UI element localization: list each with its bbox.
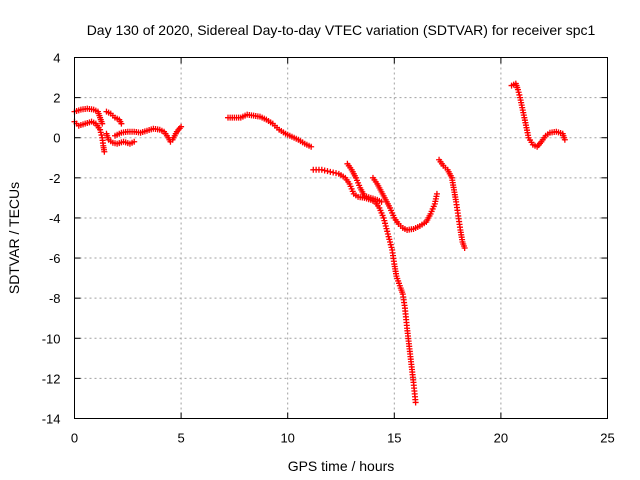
y-tick-label: -10 [42,331,61,346]
data-point [382,220,389,227]
data-point [514,86,521,93]
data-point [386,236,393,243]
data-point [383,225,390,232]
data-point [101,148,108,155]
data-point [387,241,394,248]
data-point [433,190,440,197]
data-point [384,228,391,235]
data-point [385,233,392,240]
data-point [382,222,389,229]
y-tick-label: -8 [49,291,61,306]
data-point [380,214,387,221]
y-tick-label: -4 [49,211,61,226]
y-axis-title: SDTVAR / TECUs [6,182,22,294]
data-point [131,138,138,145]
data-point [178,123,185,130]
series-arc3 [103,108,125,127]
grid [74,57,608,419]
x-tick-label: 20 [494,431,508,446]
data-point [378,198,385,205]
data-point [516,91,523,98]
data-point [461,245,468,252]
y-tick-label: 0 [53,131,60,146]
data-marks [71,80,568,406]
data-point [384,230,391,237]
series-arc7 [310,166,419,406]
series-arc6 [225,111,315,150]
data-point [318,166,325,173]
data-point [327,168,334,175]
series-arc8 [344,160,385,205]
data-point [561,136,568,143]
data-point [381,217,388,224]
y-tick-label: -12 [42,371,61,386]
x-tick-label: 25 [600,431,614,446]
data-point [330,169,337,176]
data-point [412,399,419,406]
x-axis-title: GPS time / hours [288,458,395,474]
series-arc5 [112,123,185,145]
x-tick-label: 10 [280,431,294,446]
data-point [98,132,105,139]
y-tick-label: 4 [53,51,60,66]
data-point [97,126,104,133]
data-point [324,168,331,175]
series-arc1 [71,105,106,127]
x-tick-label: 5 [177,431,184,446]
data-point [515,89,522,96]
y-tick-label: -2 [49,171,61,186]
y-tick-label: -6 [49,251,61,266]
series-arc10 [436,156,468,252]
y-tick-label: 2 [53,91,60,106]
x-tick-label: 0 [71,431,78,446]
data-point [97,129,104,136]
data-point [118,120,125,127]
data-point [333,170,340,177]
data-point [308,143,315,150]
plot-frame [74,57,608,419]
series-arc4 [103,130,138,147]
series-arc9 [369,174,440,233]
y-tick-label: -14 [42,412,61,427]
data-point [388,244,395,251]
chart-title: Day 130 of 2020, Sidereal Day-to-day VTE… [87,22,596,38]
data-point [321,167,328,174]
data-point [99,120,106,127]
x-tick-label: 15 [387,431,401,446]
series-arc11 [508,80,568,150]
data-point [387,239,394,246]
